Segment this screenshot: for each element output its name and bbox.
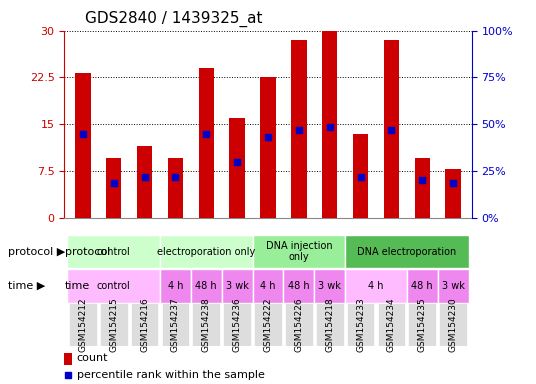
Text: 48 h: 48 h <box>412 281 433 291</box>
FancyBboxPatch shape <box>252 270 284 303</box>
FancyBboxPatch shape <box>69 303 96 346</box>
Text: 48 h: 48 h <box>196 281 217 291</box>
Text: GSM154218: GSM154218 <box>325 297 334 352</box>
FancyBboxPatch shape <box>345 235 468 268</box>
FancyBboxPatch shape <box>224 303 251 346</box>
Text: DNA electroporation: DNA electroporation <box>358 247 457 257</box>
Text: GSM154222: GSM154222 <box>264 297 272 352</box>
FancyBboxPatch shape <box>68 270 160 303</box>
Text: 4 h: 4 h <box>368 281 384 291</box>
Bar <box>384 40 399 218</box>
Text: GSM154226: GSM154226 <box>294 297 303 352</box>
Text: electroporation only: electroporation only <box>157 247 255 257</box>
Text: GSM154230: GSM154230 <box>449 297 458 352</box>
Text: time ▶: time ▶ <box>8 281 45 291</box>
Bar <box>291 40 307 218</box>
Text: 3 wk: 3 wk <box>442 281 465 291</box>
FancyBboxPatch shape <box>161 303 189 346</box>
Text: percentile rank within the sample: percentile rank within the sample <box>77 370 264 380</box>
FancyBboxPatch shape <box>131 303 159 346</box>
FancyBboxPatch shape <box>347 303 375 346</box>
Text: 3 wk: 3 wk <box>318 281 341 291</box>
Bar <box>64 353 72 365</box>
Text: DNA injection
only: DNA injection only <box>265 241 332 262</box>
Text: GSM154238: GSM154238 <box>202 297 211 352</box>
Text: protocol ▶: protocol ▶ <box>8 247 65 257</box>
Text: count: count <box>77 353 108 363</box>
Bar <box>414 159 430 218</box>
Text: GSM154237: GSM154237 <box>171 297 180 352</box>
FancyBboxPatch shape <box>100 303 128 346</box>
Text: 4 h: 4 h <box>260 281 276 291</box>
Bar <box>445 169 461 218</box>
Text: 48 h: 48 h <box>288 281 310 291</box>
Text: 3 wk: 3 wk <box>226 281 249 291</box>
FancyBboxPatch shape <box>254 303 282 346</box>
Text: GSM154215: GSM154215 <box>109 297 118 352</box>
Text: GSM154212: GSM154212 <box>78 297 87 352</box>
Text: control: control <box>97 281 131 291</box>
Bar <box>198 68 214 218</box>
Text: GDS2840 / 1439325_at: GDS2840 / 1439325_at <box>85 10 262 26</box>
FancyBboxPatch shape <box>316 303 344 346</box>
Bar <box>322 31 338 218</box>
Text: 4 h: 4 h <box>168 281 183 291</box>
FancyBboxPatch shape <box>377 303 405 346</box>
FancyBboxPatch shape <box>285 303 312 346</box>
Bar <box>353 134 368 218</box>
FancyBboxPatch shape <box>284 270 314 303</box>
FancyBboxPatch shape <box>408 303 436 346</box>
FancyBboxPatch shape <box>252 235 345 268</box>
Text: GSM154234: GSM154234 <box>387 297 396 352</box>
Text: protocol: protocol <box>65 247 110 257</box>
Bar <box>229 118 245 218</box>
Bar <box>168 159 183 218</box>
FancyBboxPatch shape <box>440 303 467 346</box>
Text: control: control <box>97 247 131 257</box>
FancyBboxPatch shape <box>345 270 407 303</box>
FancyBboxPatch shape <box>160 270 191 303</box>
FancyBboxPatch shape <box>222 270 252 303</box>
Bar <box>106 159 122 218</box>
FancyBboxPatch shape <box>192 303 220 346</box>
Text: GSM154216: GSM154216 <box>140 297 149 352</box>
FancyBboxPatch shape <box>407 270 438 303</box>
FancyBboxPatch shape <box>191 270 222 303</box>
FancyBboxPatch shape <box>314 270 345 303</box>
Text: GSM154235: GSM154235 <box>418 297 427 352</box>
Text: time: time <box>65 281 90 291</box>
Text: GSM154236: GSM154236 <box>233 297 242 352</box>
FancyBboxPatch shape <box>438 270 468 303</box>
FancyBboxPatch shape <box>68 235 160 268</box>
Bar <box>137 146 152 218</box>
Text: GSM154233: GSM154233 <box>356 297 365 352</box>
Bar <box>260 78 276 218</box>
Bar <box>75 73 91 218</box>
FancyBboxPatch shape <box>160 235 252 268</box>
